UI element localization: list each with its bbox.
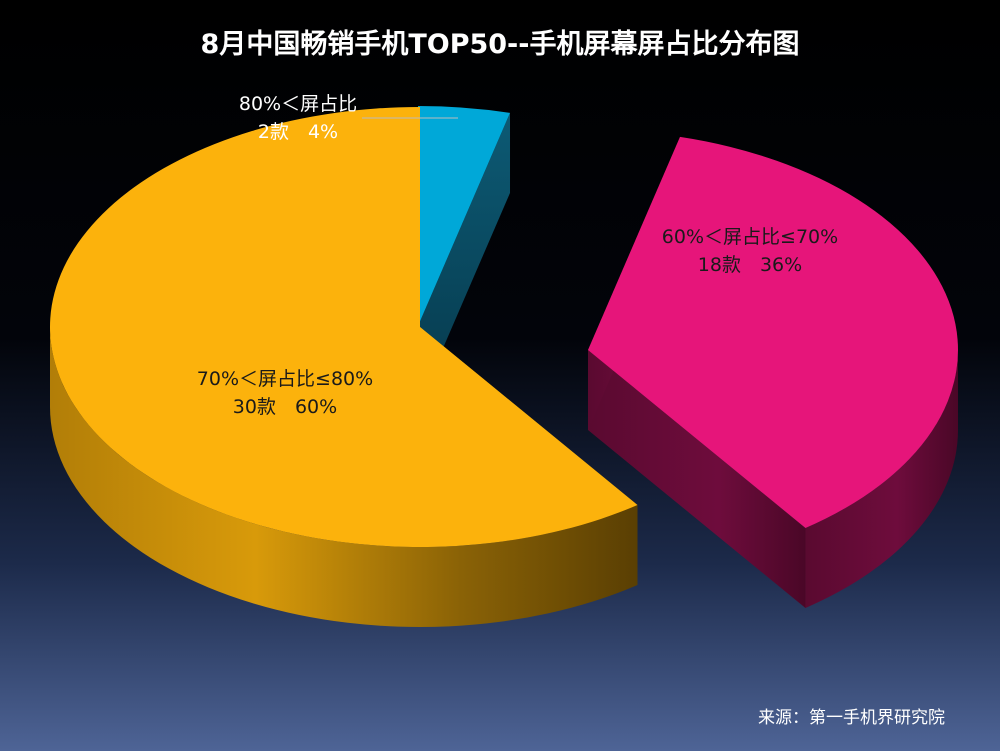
chart-title: 8月中国畅销手机TOP50--手机屏幕屏占比分布图 <box>201 29 800 60</box>
pie-slice-group-1 <box>418 106 511 406</box>
slices-layer <box>49 106 959 628</box>
pie-slice-group-3 <box>49 107 638 628</box>
pie-slice-cut-1-2 <box>418 112 511 406</box>
slice-label-1: 80%＜屏占比 2款 4% <box>239 93 357 143</box>
slice-value-label: 18款 36% <box>698 254 802 276</box>
labels-layer: 80%＜屏占比 2款 4% 60%＜屏占比≤70% 18款 36% 70%＜屏占比≤80… <box>197 93 838 418</box>
slice-value-label: 2款 4% <box>258 121 338 143</box>
pie-slice-side-3 <box>50 327 638 628</box>
pie-slice-cut-2-2 <box>588 350 806 608</box>
pie-slice-group-2 <box>588 136 959 608</box>
source-text: 来源：第一手机界研究院 <box>758 708 945 728</box>
pie-slice-1 <box>418 106 511 326</box>
pie-slice-3 <box>49 107 638 548</box>
pie-slice-2 <box>588 136 958 528</box>
slice-category-label: 60%＜屏占比≤70% <box>662 226 838 248</box>
slice-label-3: 70%＜屏占比≤80% 30款 60% <box>197 368 373 418</box>
slice-category-label: 80%＜屏占比 <box>239 93 357 115</box>
slice-value-label: 30款 60% <box>233 396 337 418</box>
pie-slice-side-2 <box>805 350 959 608</box>
slice-category-label: 70%＜屏占比≤80% <box>197 368 373 390</box>
slice-label-2: 60%＜屏占比≤70% 18款 36% <box>662 226 838 276</box>
